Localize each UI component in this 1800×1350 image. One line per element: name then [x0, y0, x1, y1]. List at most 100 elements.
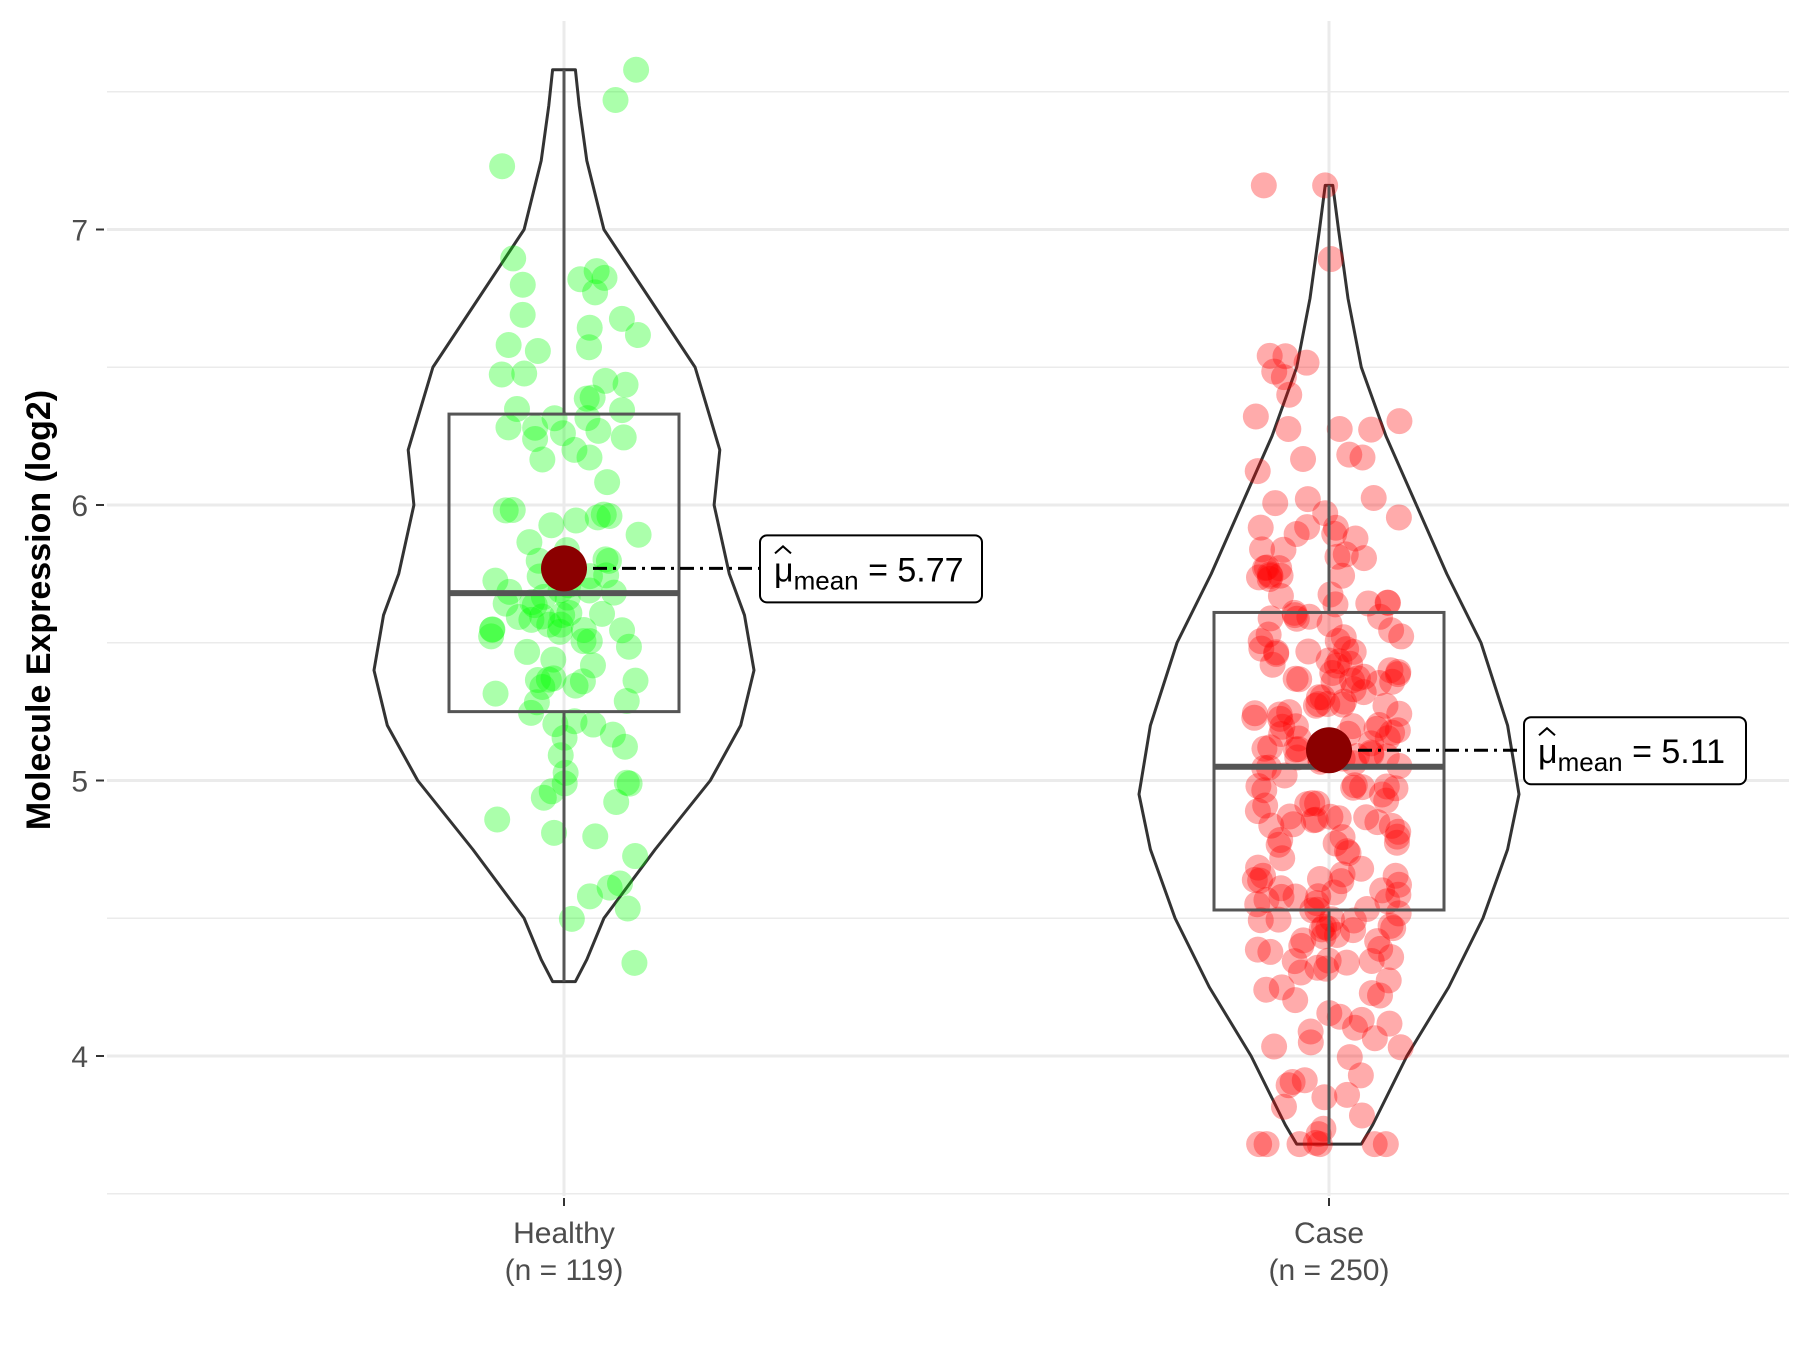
- data-point: [1306, 865, 1333, 892]
- data-point: [1283, 520, 1310, 547]
- data-point: [1375, 967, 1402, 994]
- data-point: [1363, 715, 1390, 742]
- data-point: [1251, 735, 1278, 762]
- data-point: [1316, 611, 1343, 638]
- data-point: [603, 788, 630, 815]
- data-point: [1267, 562, 1294, 589]
- data-point: [579, 384, 606, 411]
- data-point: [613, 769, 640, 796]
- data-point: [1348, 1006, 1375, 1033]
- data-point: [1321, 879, 1348, 906]
- data-point: [1244, 458, 1271, 485]
- data-point: [1256, 565, 1283, 592]
- data-point: [529, 674, 556, 701]
- data-point: [1247, 907, 1274, 934]
- data-point: [1281, 948, 1308, 975]
- data-point: [1261, 1033, 1288, 1060]
- data-point: [523, 689, 550, 716]
- data-point: [536, 611, 563, 638]
- data-point: [1326, 1003, 1353, 1030]
- data-point: [579, 652, 606, 679]
- data-point: [1249, 536, 1276, 563]
- data-point: [1353, 804, 1380, 831]
- data-point: [495, 332, 522, 359]
- data-point: [1377, 657, 1404, 684]
- data-point: [1256, 561, 1283, 588]
- data-point: [1324, 627, 1351, 654]
- data-point: [1253, 554, 1280, 581]
- data-point: [1385, 871, 1412, 898]
- data-point: [1326, 416, 1353, 443]
- data-point: [594, 469, 621, 496]
- data-point: [1266, 701, 1293, 728]
- data-point: [611, 733, 638, 760]
- data-point: [1384, 661, 1411, 688]
- data-point: [1267, 705, 1294, 732]
- violins: μmean = 5.77 μmean = 5.11: [372, 56, 1747, 1158]
- data-point: [1339, 667, 1366, 694]
- data-point: [1336, 1044, 1363, 1071]
- data-point: [592, 546, 619, 573]
- data-point: [541, 405, 568, 432]
- data-point: [1358, 739, 1385, 766]
- data-point: [1384, 717, 1411, 744]
- data-point: [1364, 928, 1391, 955]
- data-point: [1350, 545, 1377, 572]
- data-point: [561, 436, 588, 463]
- data-point: [1385, 504, 1412, 531]
- data-point: [1360, 484, 1387, 511]
- data-point: [1322, 830, 1349, 857]
- data-point: [1312, 172, 1339, 199]
- y-tick-label: 5: [71, 766, 88, 799]
- data-point: [1385, 900, 1412, 927]
- data-point: [1309, 684, 1336, 711]
- data-point: [1364, 809, 1391, 836]
- data-point: [1329, 562, 1356, 589]
- data-point: [1267, 826, 1294, 853]
- data-point: [492, 497, 519, 524]
- data-point: [583, 258, 610, 285]
- data-point: [610, 424, 637, 451]
- data-point: [1314, 691, 1341, 718]
- data-point: [478, 623, 505, 650]
- data-point: [1323, 652, 1350, 679]
- data-point: [1351, 663, 1378, 690]
- data-point: [1247, 867, 1274, 894]
- data-point: [1366, 711, 1393, 738]
- data-point: [1377, 912, 1404, 939]
- data-point: [1358, 948, 1385, 975]
- data-point: [1267, 582, 1294, 609]
- data-point: [1305, 691, 1332, 718]
- data-point: [1333, 838, 1360, 865]
- data-point: [1329, 861, 1356, 888]
- data-point: [599, 721, 626, 748]
- data-point: [1369, 877, 1396, 904]
- data-point: [614, 895, 641, 922]
- data-point: [549, 602, 576, 629]
- violin-outline: [372, 68, 756, 984]
- data-point: [1333, 949, 1360, 976]
- data-point: [1281, 602, 1308, 629]
- mean-point: [1306, 727, 1352, 774]
- hat-icon: [774, 545, 792, 555]
- data-point: [1276, 381, 1303, 408]
- data-point: [1295, 638, 1322, 665]
- data-point: [1293, 349, 1320, 376]
- data-point: [1311, 913, 1338, 940]
- data-point: [547, 742, 574, 769]
- y-tick-label: 7: [71, 215, 88, 248]
- data-point: [1297, 1018, 1324, 1045]
- data-point: [542, 711, 569, 738]
- data-point: [529, 603, 556, 630]
- data-point: [1253, 1131, 1280, 1158]
- data-point: [552, 759, 579, 786]
- x-tick-label: Case: [1294, 1217, 1364, 1250]
- data-point: [482, 567, 509, 594]
- mean-point: [541, 545, 587, 592]
- group-case: μmean = 5.11: [1137, 172, 1747, 1158]
- data-point: [1319, 660, 1346, 687]
- data-point: [1330, 688, 1357, 715]
- data-point: [1358, 741, 1385, 768]
- data-point: [1257, 734, 1284, 761]
- data-point: [596, 503, 623, 530]
